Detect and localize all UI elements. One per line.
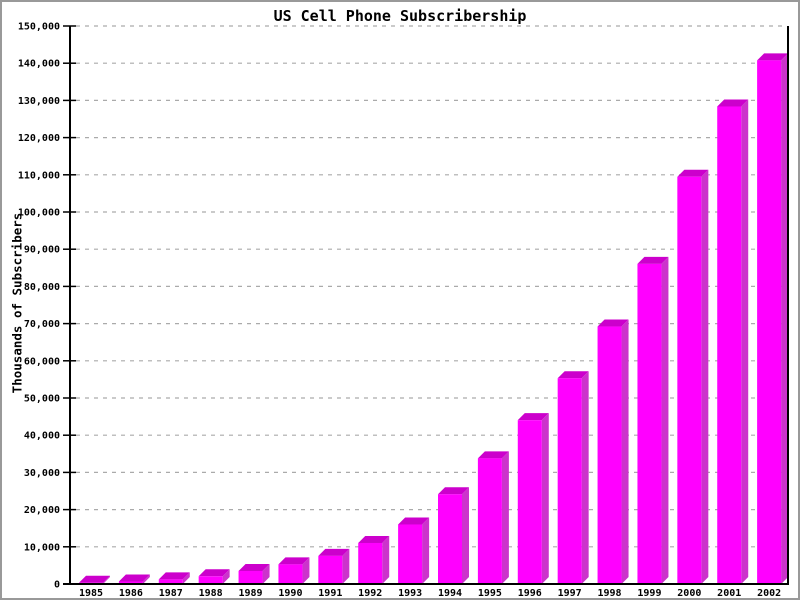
- y-tick-label: 140,000: [18, 59, 60, 70]
- bar-front-face: [238, 570, 263, 584]
- bar-side-face: [501, 451, 509, 584]
- bar-side-face: [462, 487, 469, 584]
- y-tick-label: 80,000: [24, 282, 60, 293]
- bar-side-face: [422, 517, 430, 584]
- bar-top-face: [557, 371, 589, 379]
- bar-top-face: [238, 563, 270, 571]
- bar-front-face: [717, 106, 742, 584]
- bar-top-face: [477, 451, 509, 459]
- x-tick-label: 1988: [199, 588, 223, 599]
- bar-side-face: [342, 548, 350, 584]
- bar-top-face: [158, 572, 190, 580]
- x-tick-label: 1991: [318, 588, 342, 599]
- bar-side-face: [701, 169, 709, 585]
- bar-front-face: [318, 555, 343, 584]
- bar-side-face: [781, 53, 789, 585]
- y-tick-label: 10,000: [24, 542, 60, 553]
- y-tick-label: 40,000: [24, 431, 60, 442]
- y-tick-label: 0: [54, 580, 60, 591]
- y-tick-label: 50,000: [24, 394, 60, 405]
- x-tick-label: 1986: [119, 588, 143, 599]
- bar-front-face: [198, 576, 223, 584]
- y-tick-label: 90,000: [24, 245, 60, 256]
- bar-front-face: [637, 263, 662, 584]
- bar-top-face: [597, 319, 629, 327]
- x-tick-label: 2001: [717, 588, 741, 599]
- bar-front-face: [517, 420, 542, 584]
- y-tick-label: 150,000: [18, 22, 60, 33]
- y-tick-label: 130,000: [18, 96, 60, 107]
- bar-side-face: [541, 413, 549, 584]
- bar-side-face: [661, 256, 669, 584]
- x-tick-label: 1997: [558, 588, 582, 599]
- bar-front-face: [597, 326, 622, 584]
- bar-front-face: [158, 579, 183, 584]
- y-tick-label: 60,000: [24, 356, 60, 367]
- bar-top-face: [79, 575, 110, 583]
- x-tick-label: 1987: [159, 588, 183, 599]
- y-tick-label: 120,000: [18, 133, 60, 144]
- bar-front-face: [398, 524, 423, 584]
- x-tick-label: 1995: [478, 588, 502, 599]
- bar-side-face: [222, 569, 230, 584]
- bar-top-face: [717, 99, 749, 107]
- bar-top-face: [398, 517, 430, 525]
- bar-side-face: [103, 575, 110, 584]
- y-tick-label: 70,000: [24, 319, 60, 330]
- bar-front-face: [477, 458, 502, 584]
- bar-side-face: [581, 371, 589, 584]
- bar-side-face: [302, 557, 310, 584]
- bar-front-face: [677, 176, 702, 585]
- x-tick-label: 1993: [398, 588, 422, 599]
- bar-side-face: [382, 535, 390, 584]
- x-tick-label: 1992: [358, 588, 382, 599]
- x-tick-label: 1994: [438, 588, 462, 599]
- x-tick-label: 2002: [757, 588, 781, 599]
- bar-side-face: [262, 563, 270, 584]
- bar-front-face: [557, 378, 582, 584]
- bar-top-face: [118, 574, 150, 582]
- bar-side-face: [142, 574, 150, 584]
- bar-front-face: [438, 494, 462, 584]
- y-tick-label: 30,000: [24, 468, 60, 479]
- chart-title: US Cell Phone Subscribership: [273, 7, 527, 25]
- bar-top-face: [677, 169, 709, 177]
- x-tick-label: 1990: [278, 588, 302, 599]
- bar-top-face: [198, 569, 230, 577]
- bar-front-face: [118, 581, 143, 584]
- x-tick-label: 1996: [518, 588, 542, 599]
- bar-front-face: [757, 60, 782, 585]
- bar-top-face: [278, 557, 310, 565]
- bar-front-face: [358, 542, 383, 584]
- y-tick-label: 100,000: [18, 208, 60, 219]
- y-tick-label: 110,000: [18, 170, 60, 181]
- bar-side-face: [182, 572, 190, 584]
- y-tick-label: 20,000: [24, 505, 60, 516]
- bar-side-face: [621, 319, 629, 584]
- bar-top-face: [318, 548, 350, 556]
- x-tick-label: 1985: [79, 588, 103, 599]
- bar-top-face: [517, 413, 549, 421]
- bar-side-face: [741, 99, 749, 584]
- bar-top-face: [358, 535, 390, 543]
- x-tick-label: 1999: [637, 588, 661, 599]
- bar-front-face: [278, 564, 303, 584]
- x-tick-label: 2000: [677, 588, 701, 599]
- x-tick-label: 1998: [598, 588, 622, 599]
- bar-top-face: [757, 53, 789, 61]
- x-tick-label: 1989: [239, 588, 263, 599]
- bar-top-face: [438, 487, 469, 495]
- bar-top-face: [637, 256, 669, 264]
